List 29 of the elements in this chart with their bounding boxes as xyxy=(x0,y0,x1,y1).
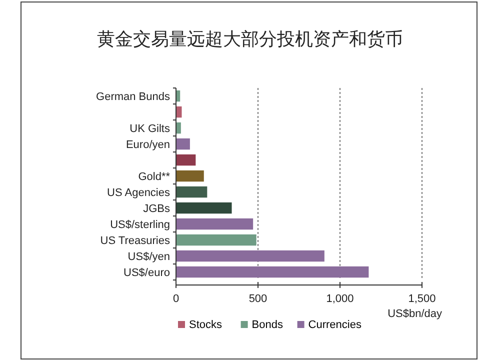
x-tick-label: 500 xyxy=(248,293,268,305)
bar xyxy=(176,138,190,150)
bar xyxy=(176,250,324,262)
y-tick-label: Euro/yen xyxy=(126,139,170,151)
y-tick-label: US Treasuries xyxy=(100,235,170,247)
y-tick-label: German Bunds xyxy=(96,91,170,103)
legend-label: Stocks xyxy=(189,319,223,331)
bar xyxy=(176,170,204,182)
y-tick-label: UK Gilts xyxy=(130,123,170,135)
y-tick-label: Gold** xyxy=(138,171,171,183)
chart-title: 黄金交易量远超大部分投机资产和货币 xyxy=(97,29,403,50)
bar xyxy=(176,266,369,278)
y-tick-label: US Agencies xyxy=(107,187,170,199)
y-tick-label: US$/euro xyxy=(124,267,170,279)
bar xyxy=(176,154,196,166)
bar xyxy=(176,186,208,198)
x-tick-label: 1,500 xyxy=(408,293,436,305)
y-tick-label: US$/yen xyxy=(128,251,170,263)
x-axis-title: US$bn/day xyxy=(388,308,442,320)
bar xyxy=(176,122,181,134)
bar xyxy=(176,202,232,214)
y-tick-label: US$/sterling xyxy=(110,219,170,231)
y-tick-label: JGBs xyxy=(143,203,170,215)
legend-label: Currencies xyxy=(308,319,362,331)
bar xyxy=(176,218,254,230)
x-tick-label: 1,000 xyxy=(326,293,354,305)
x-tick-label: 0 xyxy=(172,293,180,305)
legend-label: Bonds xyxy=(252,319,284,331)
bar xyxy=(176,234,256,246)
